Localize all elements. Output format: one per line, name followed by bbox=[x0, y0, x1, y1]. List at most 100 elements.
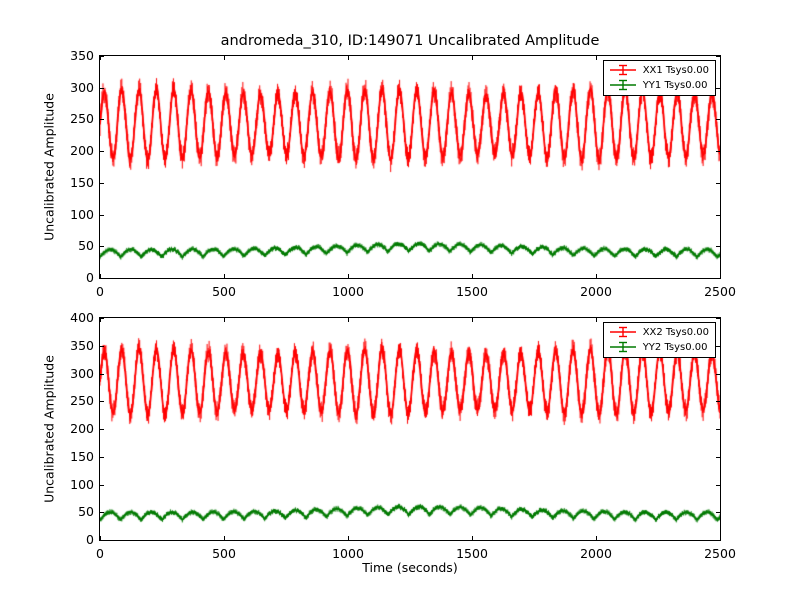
tick-mark bbox=[716, 56, 720, 57]
legend-errorbar-line-icon bbox=[609, 64, 636, 76]
tick-mark bbox=[716, 214, 720, 216]
tick-mark bbox=[472, 318, 473, 322]
tick-mark bbox=[100, 56, 104, 57]
tick-mark bbox=[348, 536, 349, 540]
tick-mark bbox=[716, 512, 720, 514]
tick-mark bbox=[100, 536, 101, 540]
x-tick-label: 2000 bbox=[580, 546, 612, 561]
tick-mark bbox=[348, 56, 349, 60]
legend-label: XX2 Tsys0.00 bbox=[642, 326, 709, 338]
y-tick-label: 50 bbox=[78, 504, 94, 520]
tick-mark bbox=[720, 274, 721, 278]
tick-mark bbox=[716, 456, 720, 458]
tick-mark bbox=[100, 429, 104, 430]
tick-mark bbox=[716, 318, 720, 319]
y-tick-label: 150 bbox=[70, 448, 94, 464]
tick-mark bbox=[716, 119, 720, 121]
y-tick-label: 50 bbox=[78, 238, 94, 254]
x-tick-label: 1500 bbox=[456, 284, 488, 299]
tick-mark bbox=[100, 318, 101, 322]
legend-1: XX1 Tsys0.00 YY1 Tsys0.00 bbox=[602, 60, 716, 96]
tick-mark bbox=[716, 182, 720, 184]
tick-mark bbox=[596, 318, 597, 322]
tick-mark bbox=[100, 401, 104, 403]
legend-item: XX2 Tsys0.00 bbox=[608, 325, 709, 339]
legend-errorbar-line-icon bbox=[609, 341, 636, 353]
tick-mark bbox=[716, 373, 720, 375]
legend-errorbar-line-icon bbox=[609, 326, 636, 338]
tick-mark bbox=[100, 512, 104, 514]
tick-mark bbox=[472, 536, 473, 540]
y-tick-label: 200 bbox=[70, 143, 94, 159]
tick-mark bbox=[100, 56, 101, 60]
tick-mark bbox=[720, 536, 721, 540]
tick-mark bbox=[716, 87, 720, 89]
tick-mark bbox=[716, 429, 720, 430]
tick-mark bbox=[716, 278, 720, 279]
tick-mark bbox=[100, 246, 104, 248]
legend-2: XX2 Tsys0.00 YY2 Tsys0.00 bbox=[602, 322, 716, 358]
tick-mark bbox=[100, 87, 104, 89]
x-tick-label: 500 bbox=[212, 284, 236, 299]
tick-mark bbox=[716, 246, 720, 248]
tick-mark bbox=[100, 119, 104, 121]
tick-mark bbox=[720, 56, 721, 60]
tick-mark bbox=[716, 151, 720, 153]
x-tick-label: 2500 bbox=[704, 284, 736, 299]
legend-label: XX1 Tsys0.00 bbox=[642, 64, 709, 76]
tick-mark bbox=[100, 278, 104, 279]
x-tick-label: 0 bbox=[96, 546, 104, 561]
x-tick-label: 1500 bbox=[456, 546, 488, 561]
legend-item: YY1 Tsys0.00 bbox=[608, 78, 709, 92]
tick-mark bbox=[100, 182, 104, 184]
x-axis-label: Time (seconds) bbox=[362, 560, 458, 575]
tick-mark bbox=[716, 540, 720, 541]
x-tick-label: 1000 bbox=[332, 284, 364, 299]
x-tick-label: 500 bbox=[212, 546, 236, 561]
tick-mark bbox=[596, 536, 597, 540]
tick-mark bbox=[596, 274, 597, 278]
tick-mark bbox=[348, 274, 349, 278]
y-tick-label: 250 bbox=[70, 393, 94, 409]
y-tick-label: 0 bbox=[86, 270, 94, 285]
y-tick-label: 200 bbox=[70, 421, 94, 436]
tick-mark bbox=[100, 318, 104, 319]
y-tick-label: 100 bbox=[70, 476, 94, 492]
tick-mark bbox=[716, 401, 720, 403]
tick-mark bbox=[100, 373, 104, 375]
legend-item: XX1 Tsys0.00 bbox=[608, 63, 709, 77]
y-tick-label: 250 bbox=[70, 111, 94, 127]
y-tick-label: 350 bbox=[70, 337, 94, 353]
legend-label: YY1 Tsys0.00 bbox=[642, 79, 708, 91]
plot-area-2 bbox=[99, 317, 721, 541]
y-tick-label: 350 bbox=[70, 48, 94, 63]
tick-mark bbox=[100, 214, 104, 216]
figure-title: andromeda_310, ID:149071 Uncalibrated Am… bbox=[220, 33, 600, 49]
tick-mark bbox=[472, 274, 473, 278]
legend-label: YY2 Tsys0.00 bbox=[642, 341, 708, 353]
tick-mark bbox=[100, 151, 104, 153]
x-tick-label: 0 bbox=[96, 284, 104, 299]
tick-mark bbox=[100, 456, 104, 458]
tick-mark bbox=[100, 274, 101, 278]
tick-mark bbox=[720, 318, 721, 322]
tick-mark bbox=[100, 484, 104, 486]
y-tick-label: 150 bbox=[70, 174, 94, 190]
x-tick-label: 2500 bbox=[704, 546, 736, 561]
tick-mark bbox=[100, 345, 104, 347]
y-tick-label: 300 bbox=[70, 79, 94, 95]
tick-mark bbox=[716, 345, 720, 347]
tick-mark bbox=[596, 56, 597, 60]
tick-mark bbox=[224, 274, 225, 278]
tick-mark bbox=[716, 484, 720, 486]
tick-mark bbox=[100, 540, 104, 541]
x-tick-label: 1000 bbox=[332, 546, 364, 561]
legend-errorbar-line-icon bbox=[609, 79, 636, 91]
y-tick-label: 400 bbox=[70, 310, 94, 325]
x-tick-label: 2000 bbox=[580, 284, 612, 299]
y-tick-label: 100 bbox=[70, 206, 94, 222]
tick-mark bbox=[224, 318, 225, 322]
tick-mark bbox=[348, 318, 349, 322]
tick-mark bbox=[472, 56, 473, 60]
